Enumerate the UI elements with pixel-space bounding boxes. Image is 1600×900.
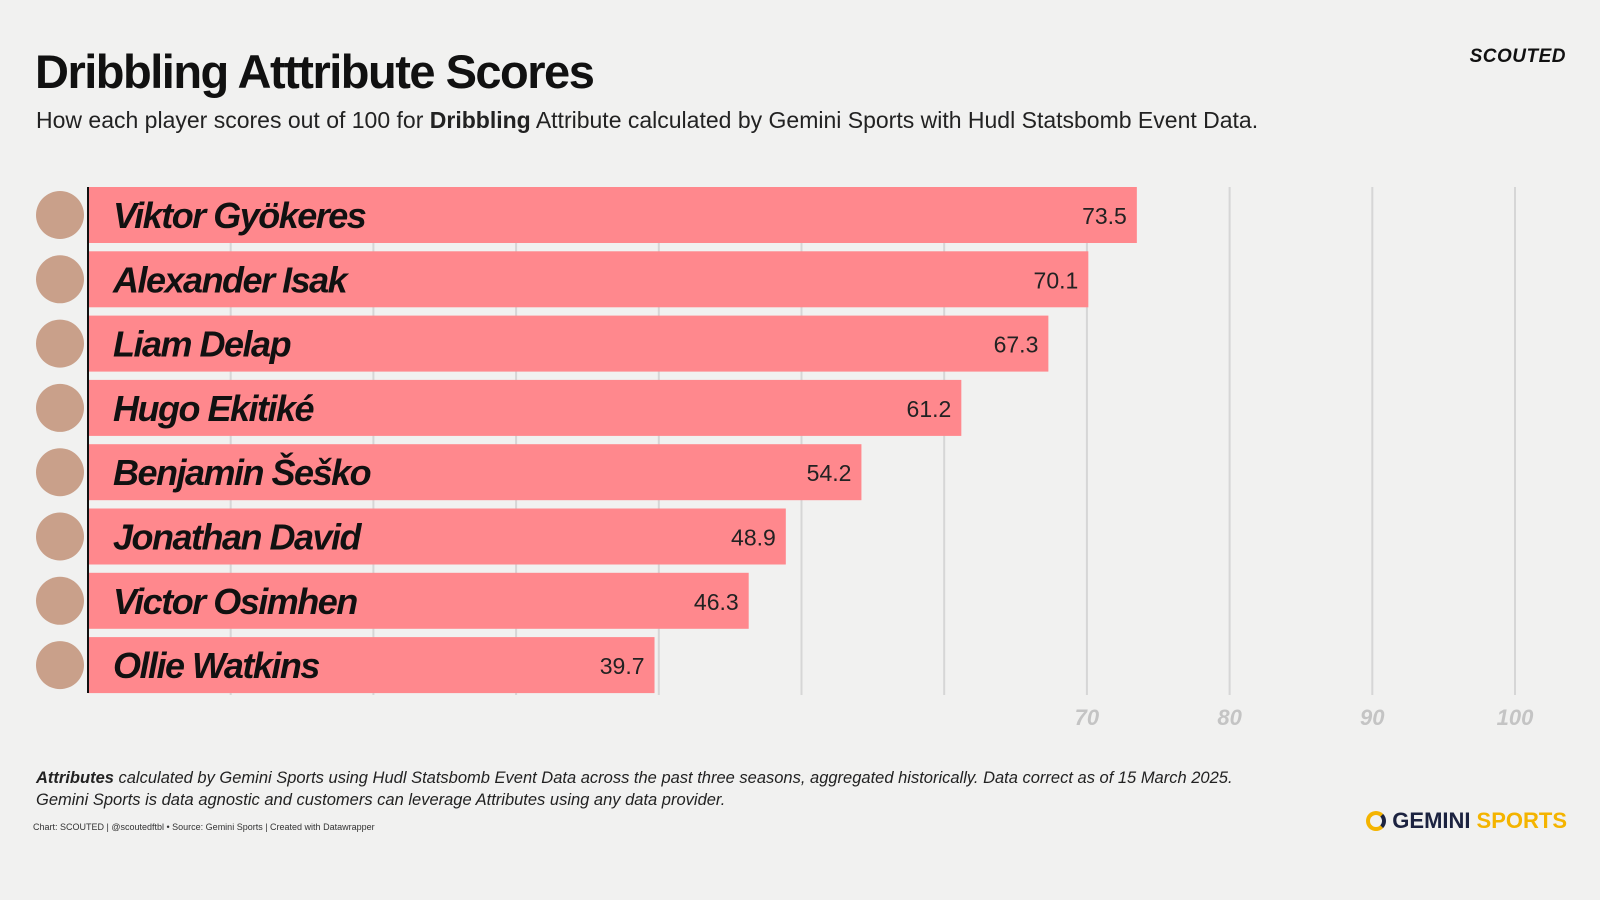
player-photo: [36, 255, 84, 304]
bar: [88, 251, 1089, 308]
player-name-label: Liam Delap: [113, 324, 291, 365]
player-photo: [36, 319, 84, 368]
player-name-label: Hugo Ekitiké: [113, 388, 315, 429]
subtitle-text: How each player scores out of 100 for: [36, 107, 430, 133]
x-tick-label: 70: [1075, 705, 1100, 730]
bar: [88, 637, 655, 694]
data-label: 73.5: [1082, 203, 1127, 229]
player-name-label: Jonathan David: [113, 517, 363, 558]
chart-title: Dribbling Atttribute Scores: [35, 45, 595, 98]
bar-chart: 70 80 90 100 Viktor Gyökeres 73.5 Alexander Is…: [36, 187, 1534, 730]
gemini-sports-logo: GEMINI SPORTS: [1366, 808, 1567, 834]
bar: [88, 379, 962, 436]
gemini-g-icon: [1366, 811, 1387, 831]
bar: [88, 508, 786, 565]
data-label: 48.9: [731, 525, 776, 551]
data-label: 61.2: [907, 396, 952, 422]
logo-text-b: SPORTS: [1476, 808, 1567, 833]
x-tick-label: 90: [1360, 705, 1385, 730]
bar: [88, 444, 862, 501]
credit-line: Chart: SCOUTED | @scoutedftbl • Source: …: [33, 822, 375, 832]
data-label: 70.1: [1034, 267, 1079, 293]
player-photo: [36, 448, 84, 497]
player-name-label: Alexander Isak: [112, 259, 350, 300]
scouted-logo: SCOUTED: [1469, 46, 1566, 67]
player-name-label: Benjamin Šeško: [113, 451, 371, 493]
player-photo: [36, 383, 84, 432]
chart-subtitle: How each player scores out of 100 for Dr…: [36, 107, 1258, 134]
footnote-bold: Attributes: [36, 769, 114, 787]
logo-text-a: GEMINI: [1392, 808, 1471, 833]
subtitle-bold: Dribbling: [429, 107, 531, 133]
player-photo: [36, 576, 84, 625]
bar: [88, 187, 1137, 243]
player-photo: [36, 191, 84, 239]
bar: [88, 572, 749, 629]
data-label: 46.3: [694, 589, 739, 615]
x-tick-label: 100: [1497, 705, 1534, 730]
footnote: Attributes calculated by Gemini Sports u…: [36, 767, 1233, 811]
player-photo: [36, 641, 84, 690]
data-label: 54.2: [807, 460, 852, 486]
x-tick-label: 80: [1217, 705, 1242, 730]
player-name-label: Victor Osimhen: [113, 581, 357, 622]
player-photo: [36, 512, 84, 561]
footnote-line1: calculated by Gemini Sports using Hudl S…: [113, 769, 1233, 787]
data-label: 39.7: [600, 653, 645, 679]
footnote-line2: Gemini Sports is data agnostic and custo…: [36, 791, 726, 809]
data-label: 67.3: [994, 332, 1039, 358]
player-name-label: Viktor Gyökeres: [113, 195, 366, 236]
bar: [88, 315, 1049, 372]
player-name-label: Ollie Watkins: [113, 645, 319, 686]
subtitle-text-end: Attribute calculated by Gemini Sports wi…: [530, 107, 1259, 133]
